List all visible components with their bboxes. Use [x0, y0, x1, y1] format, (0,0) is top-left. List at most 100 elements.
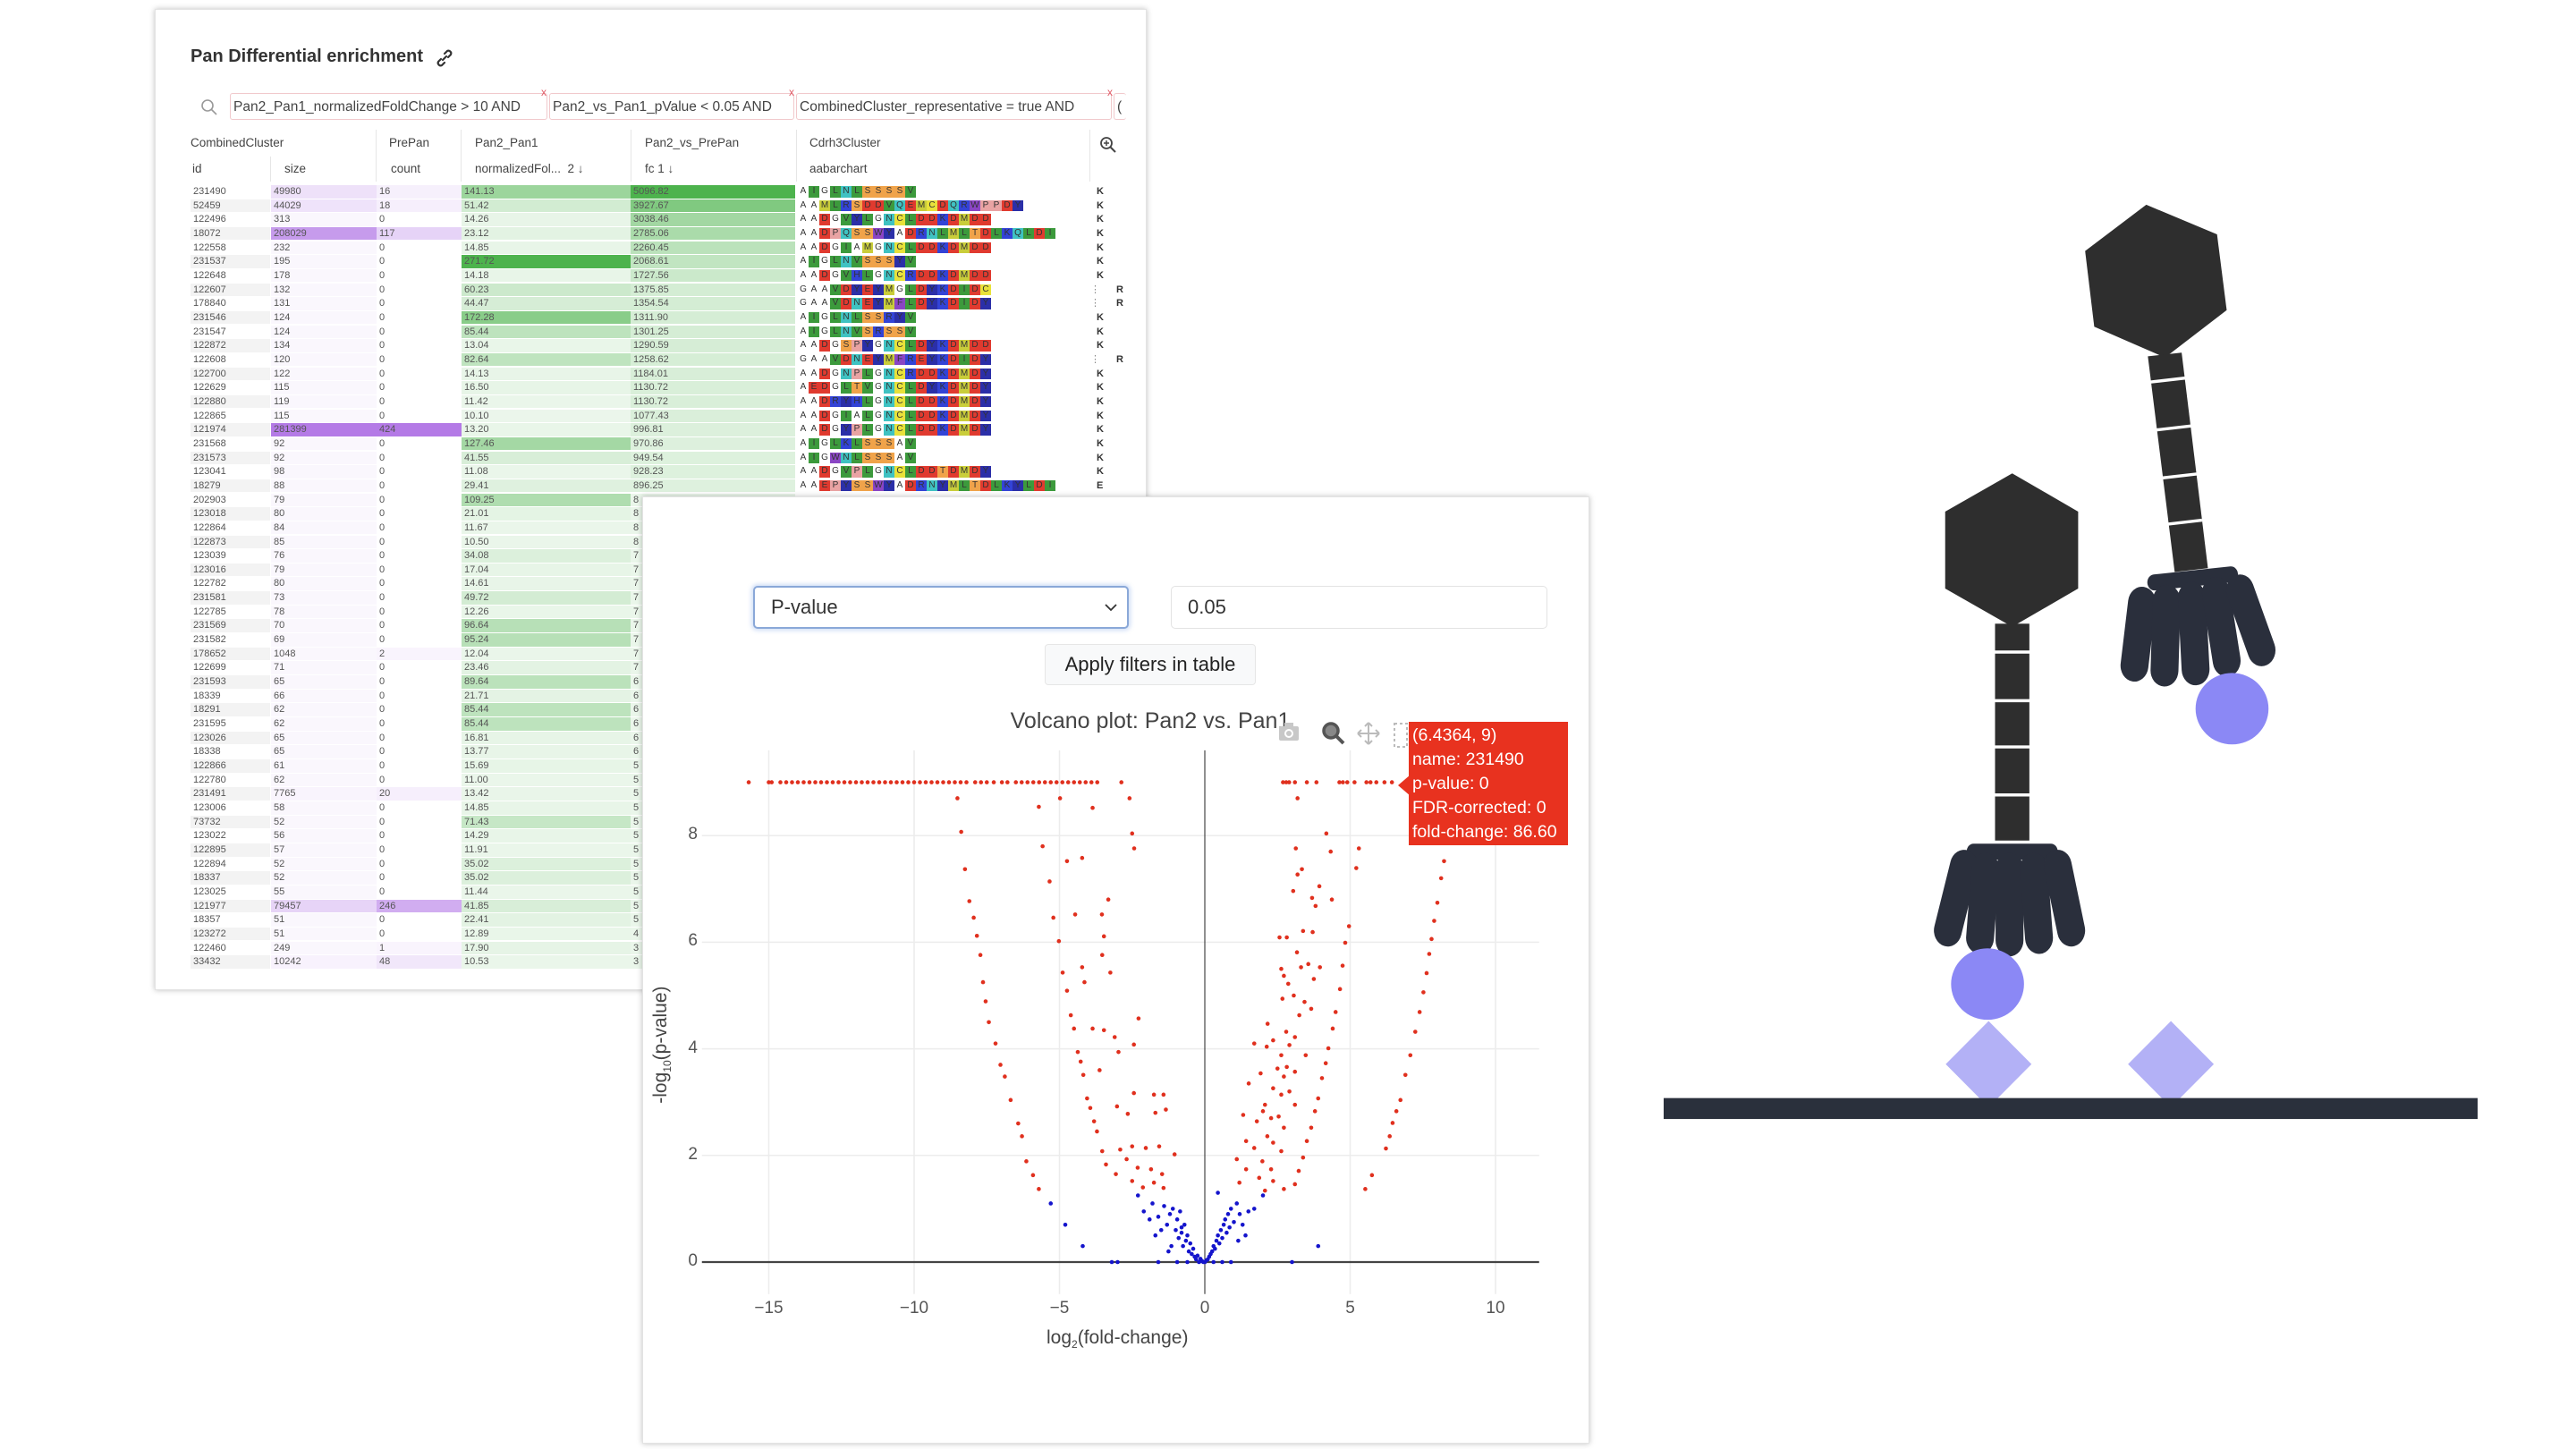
- table-row[interactable]: 52459 44029 18 51.42 3927.67 A A M L R S D D V Q E M C D Q R…: [168, 199, 1125, 214]
- x-tick-label: −10: [899, 1299, 929, 1318]
- residue-block: Y: [927, 340, 937, 352]
- residue-block: D: [980, 479, 991, 492]
- column-header-size[interactable]: size: [284, 162, 307, 175]
- residue-block: D: [927, 214, 937, 225]
- residue-block: I: [809, 186, 819, 198]
- volcano-plot[interactable]: [642, 496, 1588, 1442]
- table-row[interactable]: 123041 98 0 11.08 928.23 A A D G V P L G N C L D D T D M D Y K: [168, 465, 1125, 479]
- residue-block: A: [821, 298, 828, 309]
- zoom-icon[interactable]: [1321, 721, 1346, 746]
- column-header-normalized-fold-change[interactable]: normalizedFol... 2 ↓: [475, 162, 584, 175]
- table-row[interactable]: 18072 208029 117 23.12 2785.06 A A D P Q S S W Y A D R N L…: [168, 226, 1125, 242]
- cell-fc: 1077.43: [631, 409, 795, 423]
- significant-point: [1268, 1166, 1274, 1172]
- significant-point: [1352, 780, 1357, 784]
- more-options-icon[interactable]: ⋮: [1090, 353, 1097, 365]
- cell-count: 0: [377, 689, 462, 703]
- cell-size: 208029: [271, 226, 377, 241]
- remove-filter-icon[interactable]: x: [541, 86, 547, 98]
- residue-block: Y: [873, 284, 884, 296]
- significant-point: [1309, 1125, 1314, 1131]
- residue-block: A: [810, 353, 818, 364]
- residue-block: L: [905, 298, 916, 309]
- column-header-count[interactable]: count: [391, 162, 421, 175]
- residue-block: N: [884, 424, 894, 436]
- table-row[interactable]: 231490 49980 16 141.13 5096.82 A I G L N L S S S S V K: [168, 185, 1125, 199]
- residue-block: E: [819, 479, 830, 492]
- residue-block: A: [800, 242, 807, 252]
- filter-chip-representative[interactable]: CombinedCluster_representative = true AN…: [796, 93, 1112, 120]
- table-row[interactable]: 122865 115 0 10.10 1077.43 A A D G I A L G N C L D D K D M D Y…: [168, 409, 1125, 424]
- cell-size: 57: [271, 843, 377, 857]
- significant-point: [1251, 1041, 1257, 1046]
- residue-block: C: [894, 242, 905, 254]
- table-row[interactable]: 178840 131 0 44.47 1354.54 G A A V D N E Y M F L D Y K D I D Y…: [168, 297, 1125, 311]
- residue-block: S: [884, 437, 894, 450]
- table-row[interactable]: 122607 132 0 60.23 1375.85 G A A V D Y E Y M G L D Y K D I D C…: [168, 283, 1125, 298]
- table-row[interactable]: 122648 178 0 14.18 1727.56 A A D G V H L G N C R D D K D M D D…: [168, 268, 1125, 284]
- residue-block: A: [821, 284, 828, 294]
- table-row[interactable]: 121974 281399 424 13.20 996.81 A A D G Y P L G N C L D D K…: [168, 423, 1125, 437]
- table-row[interactable]: 231547 124 0 85.44 1301.25 A I G L N V S R S S V K: [168, 325, 1125, 340]
- table-row[interactable]: 122700 122 0 14.13 1184.01 A A D G N P L G N C R D D K D M D Y…: [168, 367, 1125, 382]
- residue-block: C: [894, 382, 905, 394]
- apply-filters-button[interactable]: Apply filters in table: [1045, 644, 1256, 685]
- significant-point: [865, 780, 870, 784]
- significant-point: [769, 780, 775, 784]
- filter-chip-pvalue[interactable]: Pan2_vs_Pan1_pValue < 0.05 AND: [549, 93, 794, 120]
- threshold-input[interactable]: 0.05: [1171, 586, 1547, 629]
- cell-id: 231546: [191, 310, 270, 325]
- table-row[interactable]: 231537 195 0 271.72 2068.61 A I G L N V S S S Y V K: [168, 255, 1125, 269]
- residue-block: K: [937, 410, 948, 422]
- filter-chip-fold-change[interactable]: Pan2_Pan1_normalizedFoldChange > 10 AND: [230, 93, 547, 120]
- more-options-icon[interactable]: ⋮: [1090, 284, 1097, 295]
- significant-point: [1343, 940, 1348, 945]
- table-row[interactable]: 123026 65 0 16.81 6: [168, 731, 1125, 746]
- column-header-fc[interactable]: fc 1 ↓: [645, 162, 674, 175]
- residue-block: A: [800, 214, 807, 225]
- cell-size: 122: [271, 367, 377, 381]
- significant-point: [860, 780, 864, 784]
- column-header-aabarchart[interactable]: aabarchart: [809, 162, 868, 175]
- more-options-icon[interactable]: ⋮: [1090, 298, 1097, 309]
- filter-chip-more[interactable]: (: [1114, 93, 1126, 120]
- table-row[interactable]: 231568 92 0 127.46 970.86 A I G L K L S S S A V K: [168, 436, 1125, 452]
- table-row[interactable]: 122880 119 0 11.42 1130.72 A A D R Y H L G N C L D D K D M D Y…: [168, 394, 1125, 410]
- significant-point: [1346, 924, 1352, 928]
- residue-block: V: [905, 256, 916, 267]
- residue-block: S: [873, 437, 884, 450]
- table-row[interactable]: 231573 92 0 41.55 949.54 A I G W N L S S S A V K: [168, 451, 1125, 466]
- column-header-id[interactable]: id: [192, 162, 202, 175]
- table-row[interactable]: 122872 134 0 13.04 1290.59 A A D G S P Y G N C L D Y K D M D D…: [168, 339, 1125, 353]
- table-row[interactable]: 122558 232 0 14.85 2260.45 A A D G I A M G N C L D D K D M D D…: [168, 241, 1125, 256]
- cell-normalized-fold-change: 271.72: [462, 255, 631, 268]
- cell-residue-tag: K: [1097, 227, 1104, 239]
- residue-block: H: [852, 269, 862, 282]
- table-row[interactable]: 122496 313 0 14.26 3038.46 A A D G V Y L G N C L D D K D M D D…: [168, 213, 1125, 227]
- significant-point: [1254, 1119, 1259, 1123]
- residue-block: V: [905, 186, 916, 198]
- cell-size: 78: [271, 605, 377, 619]
- cell-size: 56: [271, 829, 377, 843]
- residue-block: D: [948, 368, 959, 380]
- camera-icon[interactable]: [1277, 721, 1301, 742]
- table-row[interactable]: 122629 115 0 16.50 1130.72 A E D G L T V G N C L D Y K D M D Y…: [168, 381, 1125, 395]
- pan-icon[interactable]: [1356, 721, 1381, 746]
- zoom-in-icon[interactable]: [1099, 136, 1117, 154]
- remove-filter-icon[interactable]: x: [1107, 86, 1113, 98]
- nonsignificant-point: [1167, 1212, 1173, 1216]
- y-axis-title-suffix: (p-value): [649, 986, 671, 1061]
- metric-select[interactable]: P-value: [753, 586, 1129, 629]
- remove-filter-icon[interactable]: x: [789, 86, 794, 98]
- significant-point: [1292, 780, 1298, 784]
- significant-point: [784, 780, 789, 784]
- table-row[interactable]: 231546 124 0 172.28 1311.90 A I G L N L S S R Y V K: [168, 310, 1125, 326]
- significant-point: [1282, 1125, 1286, 1131]
- table-row[interactable]: 122608 120 0 82.64 1258.62 G A A V D N E Y M F R E Y K D I D Y…: [168, 352, 1125, 368]
- box-select-icon[interactable]: [1392, 721, 1410, 750]
- link-icon[interactable]: [436, 48, 453, 68]
- residue-block: N: [852, 353, 862, 366]
- table-row[interactable]: 18279 88 0 29.41 896.25 A A E P Y S S W Y A D R N Y M L T D L K Y…: [168, 479, 1125, 494]
- significant-point: [1040, 843, 1045, 849]
- nonsignificant-point: [1176, 1235, 1182, 1241]
